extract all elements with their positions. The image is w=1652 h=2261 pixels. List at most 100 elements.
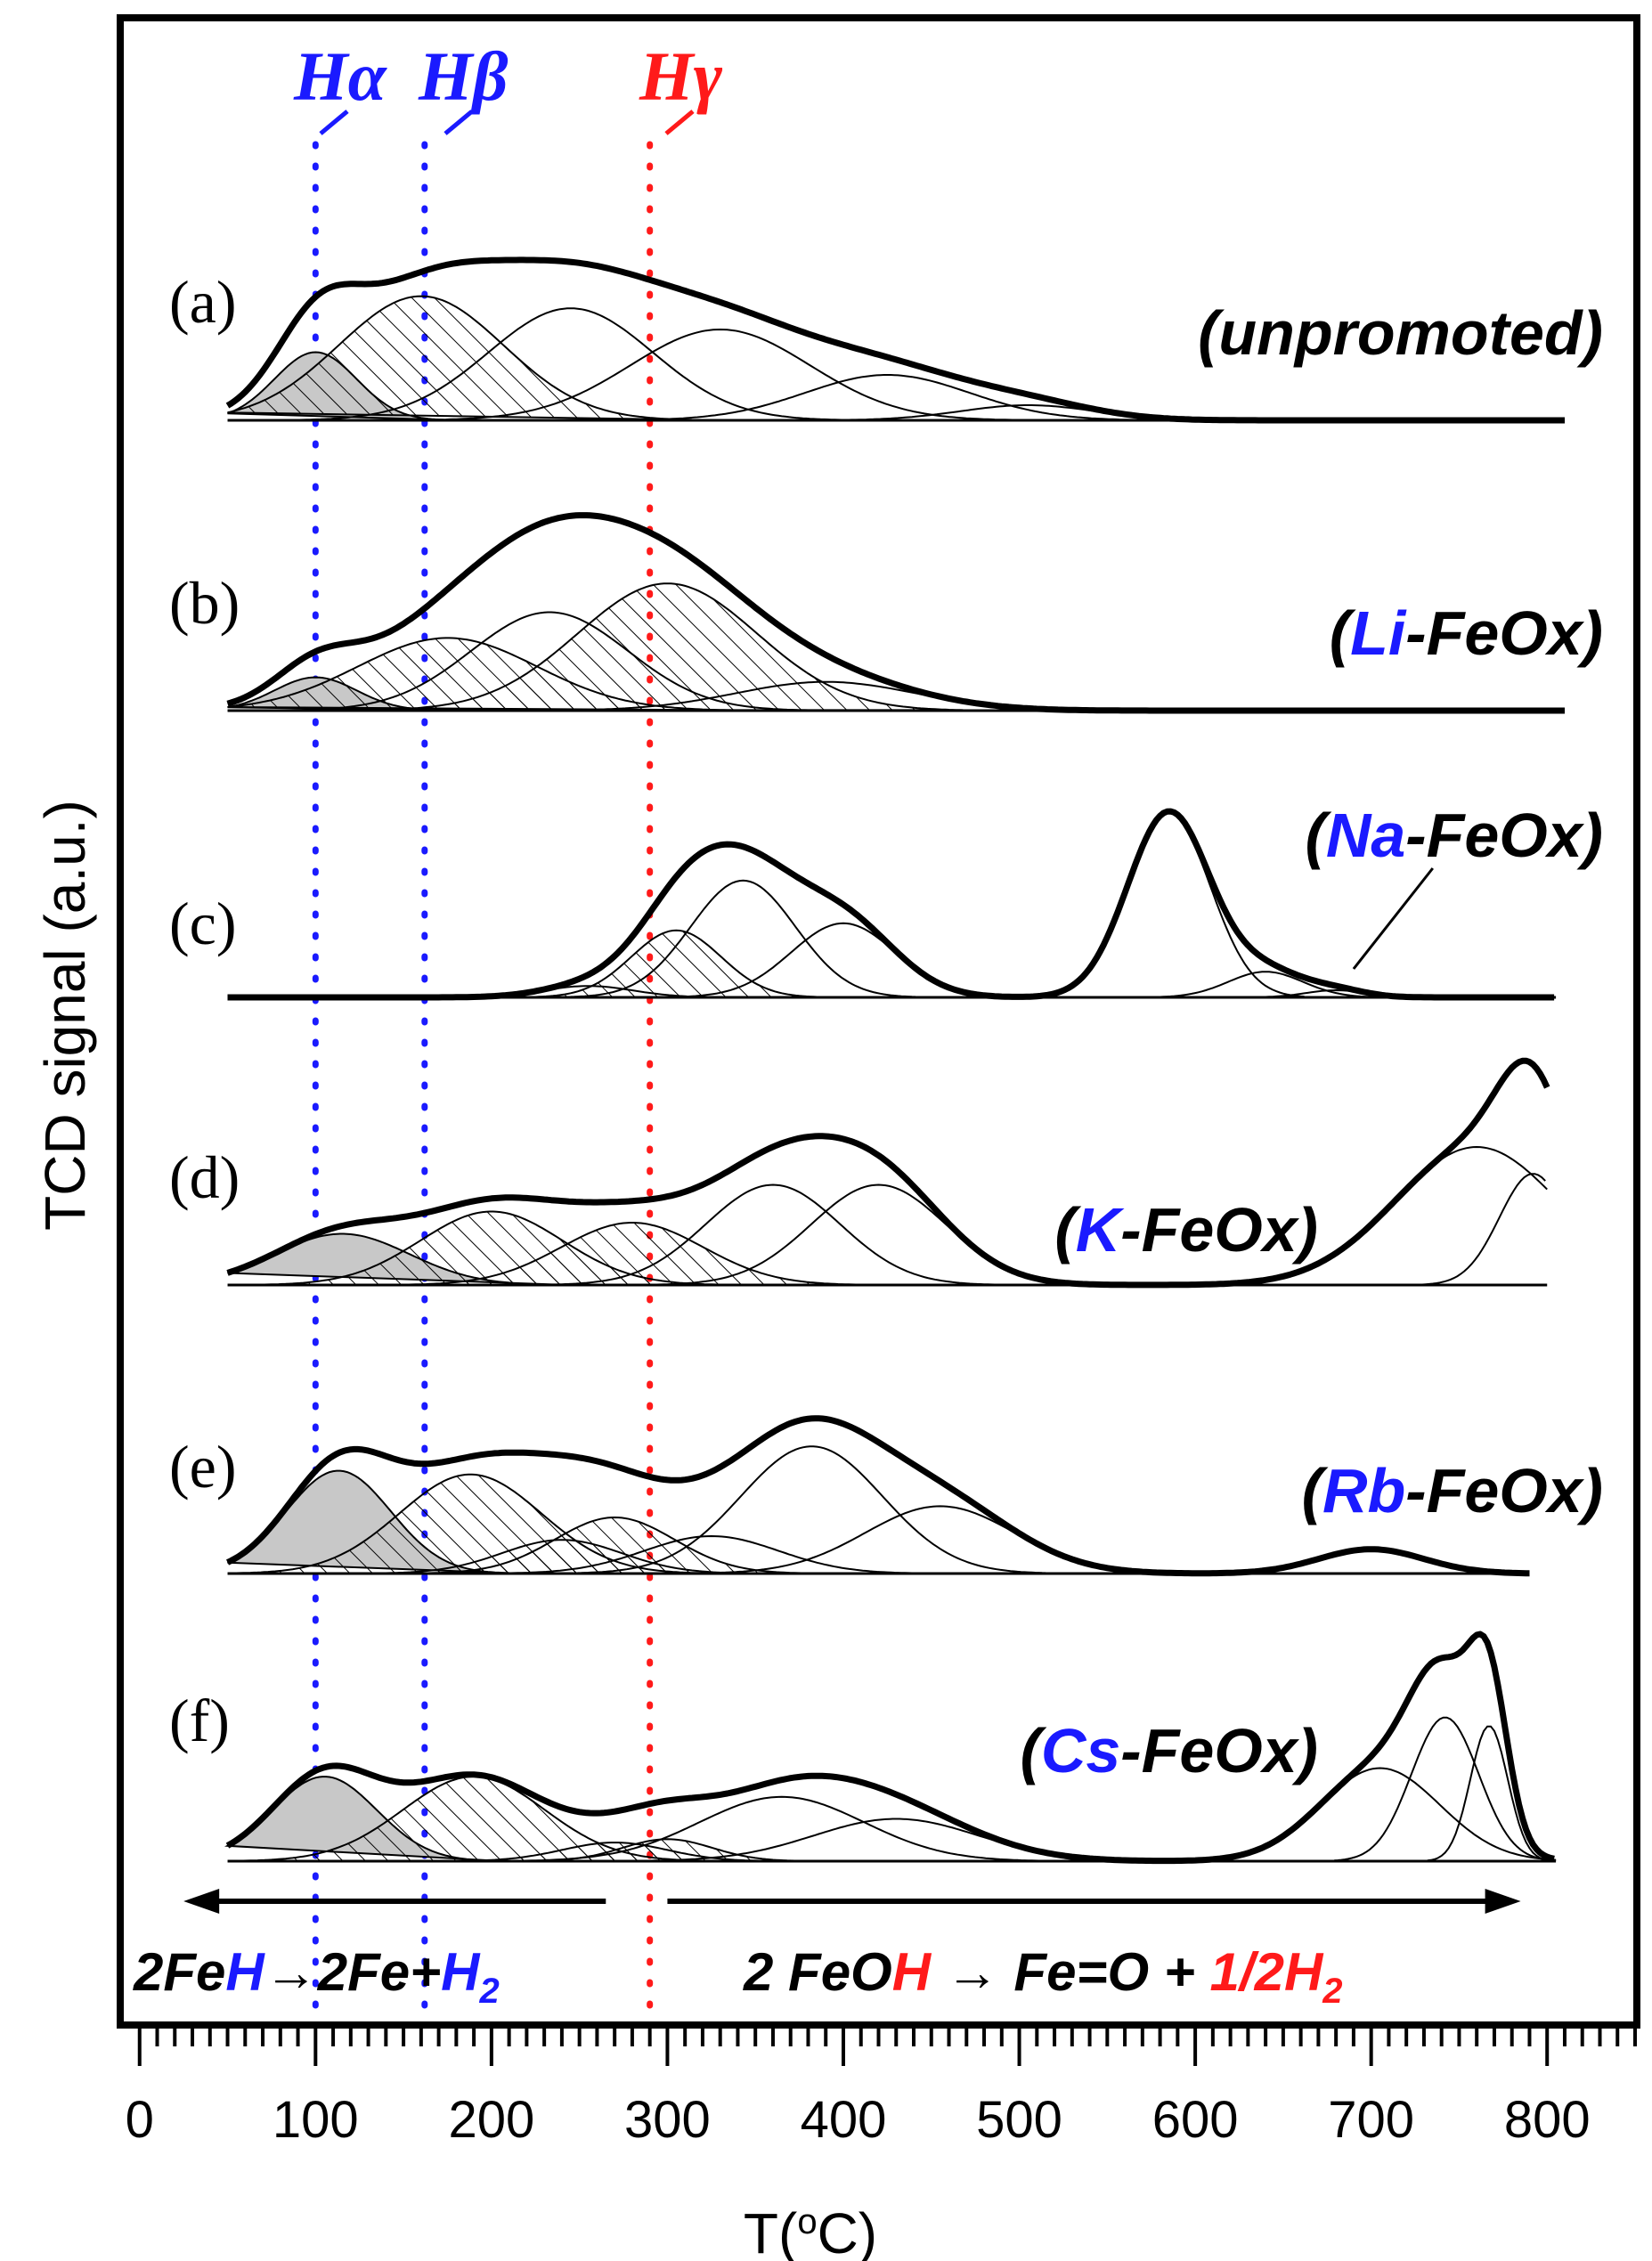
peak-a-2	[227, 295, 693, 421]
ref-label-greek-3: γ	[694, 37, 723, 115]
ref-pointer-3	[664, 110, 695, 135]
peak-e-4	[417, 1516, 812, 1574]
ref-label-greek-2: β	[470, 37, 509, 115]
sample-label-part: Na	[1326, 801, 1405, 870]
left-reaction: 2FeH→2Fe+H2	[133, 1942, 500, 2011]
envelope-f	[225, 1631, 1555, 1865]
sample-label-part: Cs	[1041, 1716, 1120, 1785]
right-arrow-head	[1485, 1889, 1521, 1914]
y-axis-title: TCD signal (a.u.)	[33, 800, 97, 1231]
sample-label-part: -FeOx)	[1405, 598, 1603, 668]
right-reaction-part: 2 FeO	[743, 1942, 892, 2002]
sample-label-d: (K-FeOx)	[1054, 1195, 1318, 1265]
peak-a-3	[299, 307, 842, 421]
panel-label-b: (b)	[169, 569, 240, 637]
x-axis-title: T(oC)	[744, 2201, 877, 2261]
peak-f-9	[1427, 1725, 1551, 1862]
peak-c-2	[570, 879, 916, 998]
peak-f-8	[1334, 1716, 1557, 1862]
sample-label-part: -FeOx)	[1405, 801, 1603, 870]
left-reaction-part: H	[225, 1942, 265, 2002]
x-tick-label: 600	[1152, 2091, 1239, 2149]
peak-f-5	[510, 1795, 1054, 1862]
right-reaction: 2 FeOH → Fe=O + 1/2H2	[743, 1942, 1343, 2011]
ref-label-greek-1: α	[348, 37, 388, 115]
sample-label-e: (Rb-FeOx)	[1302, 1456, 1603, 1525]
ref-label-base-2: H	[418, 37, 475, 115]
right-reaction-part: H	[892, 1942, 932, 2002]
series-e: (e) (Rb-FeOx)	[169, 1415, 1603, 1577]
left-reaction-part: 2	[479, 1972, 500, 2011]
series-c: (c) (Na-FeOx)	[169, 801, 1603, 1001]
x-tick-label: 500	[976, 2091, 1062, 2149]
right-reaction-part: 1/2H	[1210, 1942, 1324, 2002]
x-axis-title-unit: C)	[818, 2201, 878, 2261]
panel-label-e: (e)	[169, 1433, 236, 1501]
series-a: (a) (unpromoted)	[169, 256, 1603, 424]
series-d: (d) (K-FeOx)	[169, 1057, 1550, 1289]
left-reaction-part: →	[264, 1942, 318, 2002]
envelope-b	[226, 512, 1565, 714]
series-b: (b) (Li-FeOx)	[169, 512, 1603, 714]
envelope-c	[227, 808, 1555, 1001]
peak-c-4	[1033, 811, 1305, 998]
panel-label-a: (a)	[169, 268, 236, 336]
ref-label-1: Hα	[293, 37, 388, 115]
ref-label-base-3: H	[639, 37, 696, 115]
x-tick-label: 300	[624, 2091, 711, 2149]
ref-label-3: Hγ	[639, 37, 723, 115]
sample-label-a: (unpromoted)	[1198, 298, 1603, 368]
x-tick-label: 700	[1328, 2091, 1414, 2149]
ref-label-base-1: H	[293, 37, 350, 115]
series-f: (f) (Cs-FeOx)	[169, 1631, 1557, 1865]
panel-label-f: (f)	[169, 1687, 230, 1754]
x-tick-label: 800	[1504, 2091, 1591, 2149]
x-axis-title-degree: o	[797, 2202, 817, 2241]
peak-c-1	[528, 929, 825, 998]
panel-label-d: (d)	[169, 1143, 240, 1211]
tpr-series: (a) (unpromoted)(b) (Li-FeOx)(c)(Na-FeOx)(…	[169, 256, 1603, 1865]
sample-label-part: -FeOx)	[1120, 1195, 1318, 1265]
reference-lines: Hα Hβ Hγ	[293, 37, 723, 2016]
sample-label-part: K	[1076, 1195, 1125, 1265]
left-reaction-part: H	[441, 1942, 481, 2002]
sample-label-part: -FeOx)	[1120, 1716, 1318, 1785]
panel-label-c: (c)	[169, 890, 236, 957]
left-arrow-head	[183, 1889, 220, 1914]
ref-pointer-1	[319, 110, 349, 135]
envelope-e	[225, 1415, 1530, 1577]
x-tick-label: 0	[126, 2091, 154, 2149]
x-axis-title-prefix: T(	[744, 2201, 797, 2261]
peak-e-5	[489, 1534, 933, 1574]
sample-label-part: -FeOx)	[1405, 1456, 1603, 1525]
x-axis: 0 100 200 300 400 500 600 700 800	[126, 2026, 1637, 2149]
right-reaction-part: 2	[1322, 1972, 1342, 2011]
peak-d-4	[550, 1183, 995, 1286]
left-reaction-part: 2Fe+	[317, 1942, 441, 2002]
left-reaction-part: 2Fe	[133, 1942, 225, 2002]
x-tick-label: 400	[801, 2091, 887, 2149]
right-reaction-part: Fe=O +	[1013, 1942, 1209, 2002]
peak-c-5	[1142, 971, 1389, 998]
peak-e-6	[577, 1445, 1046, 1574]
sample-label-f: (Cs-FeOx)	[1021, 1716, 1319, 1785]
envelope-a	[225, 256, 1565, 424]
sample-label-part: Li	[1350, 598, 1407, 668]
reaction-annotations: 2FeH→2Fe+H2 2 FeOH → Fe=O + 1/2H2	[133, 1889, 1521, 2011]
peak-d-7	[1421, 1173, 1546, 1286]
ref-label-2: Hβ	[418, 37, 509, 115]
plot-frame	[117, 14, 1640, 2029]
peak-b-4	[371, 582, 964, 712]
x-tick-label: 100	[273, 2091, 359, 2149]
ref-pointer-2	[444, 110, 474, 135]
sample-label-b: (Li-FeOx)	[1330, 598, 1603, 668]
right-reaction-part: →	[931, 1942, 1013, 2002]
sample-label-part: Rb	[1322, 1456, 1405, 1525]
envelope-d	[226, 1057, 1550, 1289]
peak-a-5	[616, 374, 1159, 421]
na-callout-line	[1352, 867, 1434, 970]
peak-e-7	[694, 1505, 1187, 1574]
x-tick-label: 200	[448, 2091, 534, 2149]
sample-label-part: (unpromoted)	[1198, 298, 1603, 368]
